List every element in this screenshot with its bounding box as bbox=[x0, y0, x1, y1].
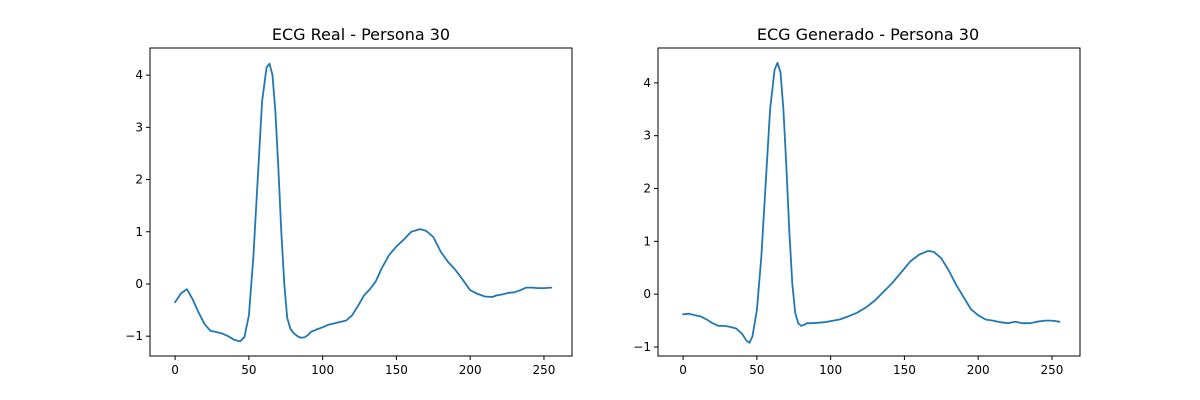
chart-ecg-generado: ECG Generado - Persona 30 0 50 100 150 200 25… bbox=[633, 25, 1081, 377]
y-tick-label: 2 bbox=[643, 182, 651, 196]
chart-title: ECG Generado - Persona 30 bbox=[757, 25, 979, 44]
y-tick-label: 4 bbox=[135, 68, 143, 82]
plot-frame bbox=[657, 47, 1081, 357]
x-tick-label: 50 bbox=[749, 363, 764, 377]
y-tick-label: 1 bbox=[643, 234, 651, 248]
plot-frame bbox=[149, 47, 573, 357]
y-tick-label: 4 bbox=[643, 76, 651, 90]
x-tick-label: 100 bbox=[311, 363, 334, 377]
y-tick-label: 0 bbox=[643, 287, 651, 301]
x-tick-label: 150 bbox=[385, 363, 408, 377]
series-line-ecg-real bbox=[174, 62, 553, 343]
y-tick-label: 0 bbox=[135, 277, 143, 291]
x-tick-label: 0 bbox=[679, 363, 687, 377]
chart-title: ECG Real - Persona 30 bbox=[272, 25, 450, 44]
y-tick-label: −1 bbox=[633, 340, 651, 354]
chart-ecg-real: ECG Real - Persona 30 0 50 100 150 200 250−10… bbox=[125, 25, 573, 377]
y-tick-label: 1 bbox=[135, 225, 143, 239]
axis-ticks: 0 50 100 150 200 250 −1 0 1 2 3 4 bbox=[125, 68, 555, 377]
x-tick-label: 250 bbox=[1041, 363, 1064, 377]
x-tick-label: 150 bbox=[893, 363, 916, 377]
x-tick-label: 250 bbox=[533, 363, 556, 377]
x-tick-label: 0 bbox=[171, 363, 179, 377]
y-tick-label: 2 bbox=[135, 173, 143, 187]
x-tick-label: 100 bbox=[819, 363, 842, 377]
x-tick-label: 200 bbox=[459, 363, 482, 377]
series-line-ecg-generado bbox=[682, 61, 1061, 344]
x-tick-label: 50 bbox=[241, 363, 256, 377]
y-tick-label: 3 bbox=[135, 120, 143, 134]
axis-ticks: 0 50 100 150 200 250 −1 0 1 2 3 4 bbox=[633, 76, 1063, 377]
x-tick-label: 200 bbox=[967, 363, 990, 377]
y-tick-label: −1 bbox=[125, 329, 143, 343]
y-tick-label: 3 bbox=[643, 129, 651, 143]
